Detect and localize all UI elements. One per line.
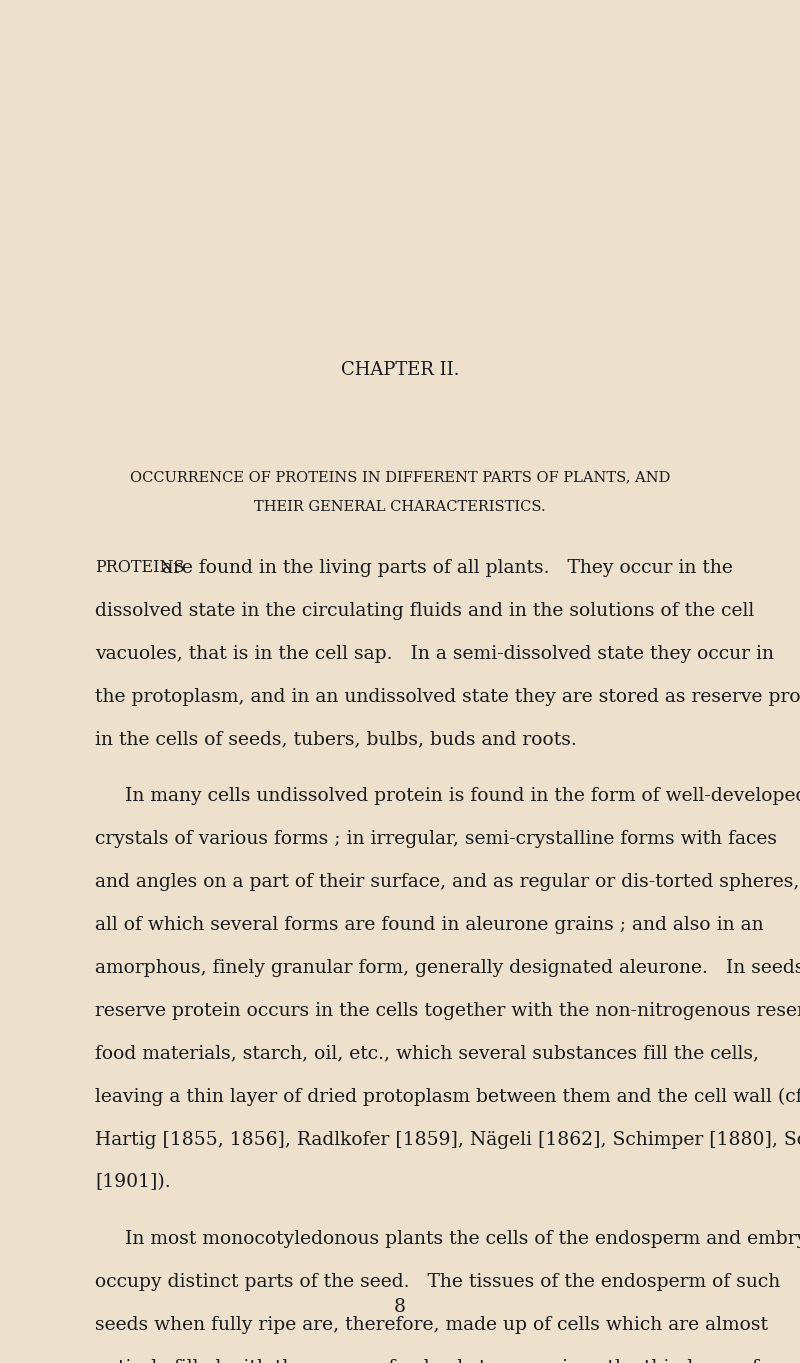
Text: the protoplasm, and in an undissolved state they are stored as reserve protein: the protoplasm, and in an undissolved st… [95,687,800,706]
Text: amorphous, finely granular form, generally designated aleurone.   In seeds the: amorphous, finely granular form, general… [95,960,800,977]
Text: vacuoles, that is in the cell sap.   In a semi-dissolved state they occur in: vacuoles, that is in the cell sap. In a … [95,645,774,662]
Text: and angles on a part of their surface, and as regular or dis-torted spheres,: and angles on a part of their surface, a… [95,874,799,891]
Text: Hartig [1855, 1856], Radlkofer [1859], Nägeli [1862], Schimper [1880], Schulz: Hartig [1855, 1856], Radlkofer [1859], N… [95,1131,800,1149]
Text: 8: 8 [394,1298,406,1315]
Text: entirely filled with the reserve food substances, since the thin layer of: entirely filled with the reserve food su… [95,1359,759,1363]
Text: In many cells undissolved protein is found in the form of well-developed: In many cells undissolved protein is fou… [95,788,800,806]
Text: are found in the living parts of all plants.   They occur in the: are found in the living parts of all pla… [156,559,733,577]
Text: OCCURRENCE OF PROTEINS IN DIFFERENT PARTS OF PLANTS, AND: OCCURRENCE OF PROTEINS IN DIFFERENT PART… [130,470,670,484]
Text: PROTEINS: PROTEINS [95,559,185,575]
Text: food materials, starch, oil, etc., which several substances fill the cells,: food materials, starch, oil, etc., which… [95,1044,759,1063]
Text: crystals of various forms ; in irregular, semi-crystalline forms with faces: crystals of various forms ; in irregular… [95,830,777,848]
Text: reserve protein occurs in the cells together with the non-nitrogenous reserve: reserve protein occurs in the cells toge… [95,1002,800,1020]
Text: In most monocotyledonous plants the cells of the endosperm and embryo: In most monocotyledonous plants the cell… [95,1231,800,1249]
Text: dissolved state in the circulating fluids and in the solutions of the cell: dissolved state in the circulating fluid… [95,602,754,620]
Text: in the cells of seeds, tubers, bulbs, buds and roots.: in the cells of seeds, tubers, bulbs, bu… [95,731,577,748]
Text: all of which several forms are found in aleurone grains ; and also in an: all of which several forms are found in … [95,916,764,934]
Text: leaving a thin layer of dried protoplasm between them and the cell wall (cf.: leaving a thin layer of dried protoplasm… [95,1088,800,1105]
Text: [1901]).: [1901]). [95,1174,170,1191]
Text: THEIR GENERAL CHARACTERISTICS.: THEIR GENERAL CHARACTERISTICS. [254,500,546,514]
Text: seeds when fully ripe are, therefore, made up of cells which are almost: seeds when fully ripe are, therefore, ma… [95,1317,768,1334]
Text: CHAPTER II.: CHAPTER II. [341,361,459,379]
Text: occupy distinct parts of the seed.   The tissues of the endosperm of such: occupy distinct parts of the seed. The t… [95,1273,780,1291]
